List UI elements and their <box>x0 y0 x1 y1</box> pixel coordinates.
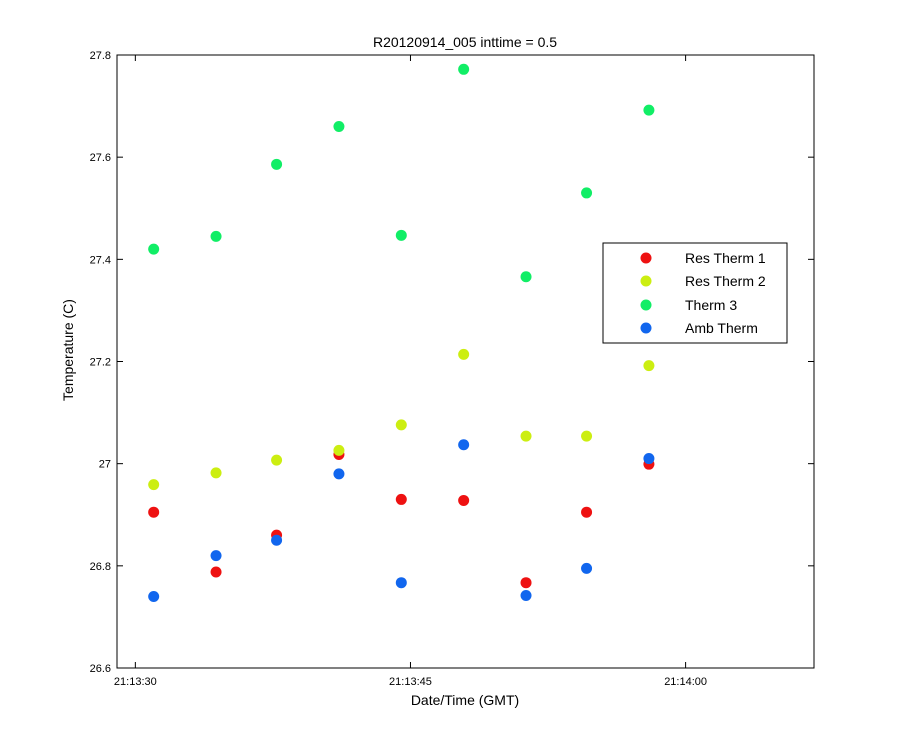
legend-marker-res-therm-1 <box>640 252 652 264</box>
point-therm-3 <box>210 230 222 242</box>
point-res-therm-1 <box>395 493 407 505</box>
legend-label-therm-3: Therm 3 <box>685 297 737 313</box>
point-res-therm-1 <box>210 566 222 578</box>
legend: Res Therm 1 Res Therm 2 Therm 3 Amb Ther… <box>602 242 788 344</box>
point-therm-3 <box>520 271 532 283</box>
point-therm-3 <box>458 63 470 75</box>
point-therm-3 <box>581 187 593 199</box>
point-res-therm-2 <box>210 467 222 479</box>
legend-label-res-therm-1: Res Therm 1 <box>685 250 766 266</box>
point-amb-therm <box>148 590 160 602</box>
point-res-therm-2 <box>643 360 655 372</box>
point-amb-therm <box>581 562 593 574</box>
axis-ticks: 26.6 26.8 27 27.2 27.4 27.6 27.8 21:13:30 21:13:… <box>90 50 814 688</box>
point-res-therm-2 <box>148 479 160 491</box>
legend-marker-res-therm-2 <box>640 275 652 287</box>
x-tick-label: 21:14:00 <box>664 676 707 688</box>
legend-label-res-therm-2: Res Therm 2 <box>685 273 766 289</box>
point-res-therm-2 <box>458 348 470 360</box>
point-therm-3 <box>395 229 407 241</box>
point-amb-therm <box>210 550 222 562</box>
point-res-therm-1 <box>458 494 470 506</box>
y-tick-label: 26.6 <box>90 663 111 675</box>
point-res-therm-2 <box>333 444 345 456</box>
y-tick-label: 27 <box>99 459 111 471</box>
point-therm-3 <box>271 158 283 170</box>
point-amb-therm <box>520 589 532 601</box>
point-res-therm-1 <box>148 506 160 518</box>
chart-title: R20120914_005 inttime = 0.5 <box>373 34 557 50</box>
point-therm-3 <box>643 104 655 116</box>
legend-marker-amb-therm <box>640 322 652 334</box>
x-tick-label: 21:13:45 <box>389 676 432 688</box>
y-tick-label: 27.2 <box>90 357 111 369</box>
y-tick-label: 26.8 <box>90 561 111 573</box>
x-axis-label: Date/Time (GMT) <box>411 692 519 708</box>
point-amb-therm <box>458 439 470 451</box>
point-amb-therm <box>333 468 345 480</box>
point-res-therm-2 <box>271 454 283 466</box>
point-amb-therm <box>643 453 655 465</box>
point-res-therm-2 <box>520 430 532 442</box>
point-amb-therm <box>395 577 407 589</box>
y-tick-label: 27.4 <box>90 254 111 266</box>
point-therm-3 <box>333 121 345 133</box>
point-res-therm-1 <box>581 506 593 518</box>
point-res-therm-1 <box>520 577 532 589</box>
point-amb-therm <box>271 534 283 546</box>
x-tick-label: 21:13:30 <box>114 676 157 688</box>
plot-area <box>116 54 815 669</box>
point-res-therm-2 <box>395 419 407 431</box>
point-therm-3 <box>148 243 160 255</box>
legend-marker-therm-3 <box>640 299 652 311</box>
y-tick-label: 27.8 <box>90 50 111 62</box>
y-tick-label: 27.6 <box>90 152 111 164</box>
legend-box <box>602 242 788 344</box>
legend-label-amb-therm: Amb Therm <box>685 320 758 336</box>
y-axis-label: Temperature (C) <box>60 299 76 401</box>
data-points <box>148 63 655 602</box>
point-res-therm-2 <box>581 430 593 442</box>
